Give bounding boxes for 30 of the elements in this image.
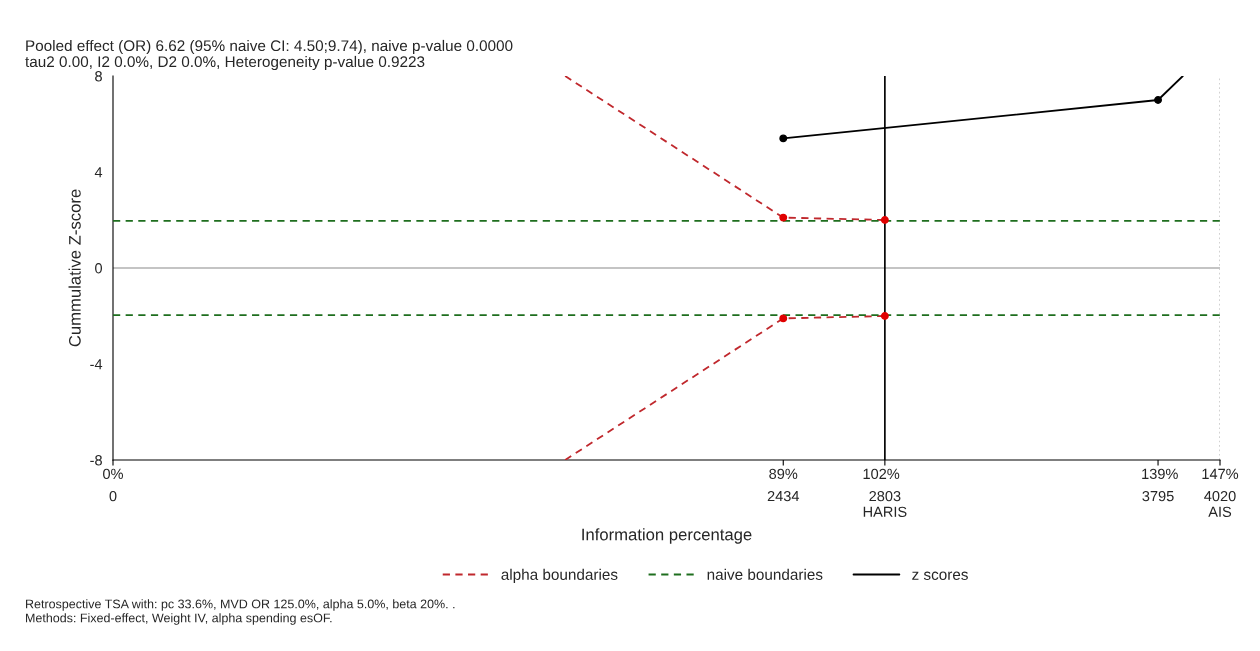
x-tick-label: 4020 AIS	[1204, 490, 1236, 517]
x2-tick-label: 139%	[1142, 468, 1178, 480]
x2-tick-label: 147%	[1202, 468, 1239, 479]
point	[1154, 96, 1162, 104]
text: Retrospective TSA with: pc 33.6%, MVD OR 125.0%, alpha 5.0%, beta 20%. .	[26, 599, 455, 611]
y-tick-label: 8	[95, 71, 102, 82]
x-tick-label: 2434	[767, 490, 800, 502]
x2-tick-label: 102%	[863, 468, 900, 480]
point	[880, 312, 889, 320]
legend-label: z scores	[912, 571, 968, 580]
text: Methods: Fixed-effect, Weight IV, alpha spending esOF.	[26, 613, 332, 625]
chart-title: Pooled effect (OR) 6.62 (95% naive CI: 4.50;9.74), naive p-value 0.0000	[26, 39, 513, 55]
x2-tick-label: 0%	[103, 468, 124, 480]
point	[880, 216, 889, 224]
point	[779, 314, 788, 323]
chart-subtitle: tau2 0.00, I2 0.0%, D2 0.0%, Heterogeneity p-value 0.9223	[25, 55, 425, 71]
y-tick-label: 0	[95, 263, 103, 274]
y-tick-label: 4	[94, 167, 103, 178]
legend-label: alpha boundaries	[501, 568, 618, 583]
y-tick-label: -8	[90, 455, 102, 466]
point	[779, 213, 788, 222]
x-tick-label: 0	[109, 490, 117, 502]
x-tick-label: 3795	[1142, 490, 1174, 502]
x-tick-label: 2803 HARIS	[863, 490, 907, 517]
x-axis-title: Information percentage	[582, 528, 752, 544]
y-tick-label: -4	[90, 359, 103, 370]
x2-tick-label: 89%	[769, 468, 798, 480]
legend-label: naive boundaries	[707, 568, 823, 580]
y-axis-title: Cummulative Z-score	[68, 189, 81, 347]
point	[779, 134, 788, 143]
